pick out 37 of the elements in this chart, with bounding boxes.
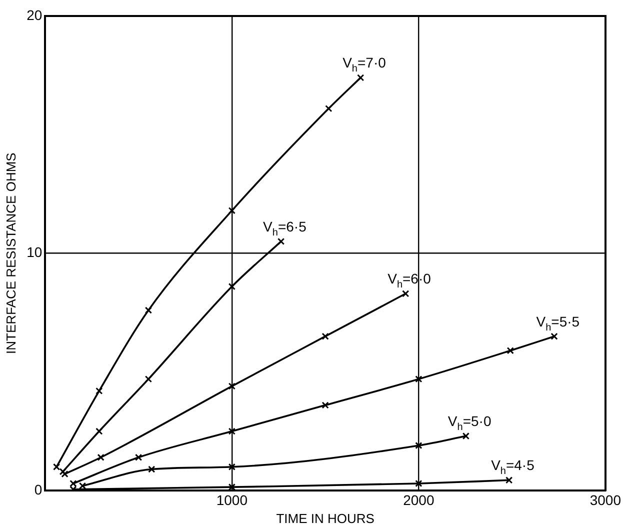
point <box>402 290 410 298</box>
point <box>228 428 236 435</box>
point <box>148 466 156 473</box>
point <box>325 104 332 112</box>
point <box>357 74 364 82</box>
point <box>97 454 104 461</box>
x-axis-title: TIME IN HOURS <box>276 510 375 526</box>
y-tick-label: 10 <box>26 244 42 260</box>
y-axis-title: INTERFACE RESISTANCE OHMS <box>3 152 18 354</box>
point <box>59 468 66 476</box>
point <box>134 454 142 461</box>
x-tick-label: 2000 <box>403 492 434 508</box>
point <box>228 463 236 470</box>
point <box>415 375 422 383</box>
point <box>96 428 103 435</box>
point <box>228 282 236 290</box>
point <box>322 402 329 409</box>
point <box>322 332 329 340</box>
x-tick-label: 1000 <box>216 492 248 508</box>
point <box>144 375 152 383</box>
point <box>228 207 236 214</box>
point <box>462 432 470 440</box>
point <box>415 442 422 450</box>
x-tick-label: 3000 <box>590 492 622 508</box>
point <box>52 463 60 470</box>
point <box>96 387 103 395</box>
point <box>505 476 513 484</box>
point <box>70 480 77 488</box>
point <box>228 382 236 390</box>
point <box>415 480 422 488</box>
point <box>277 238 285 246</box>
point <box>506 347 514 354</box>
y-tick-label: 0 <box>34 481 42 498</box>
y-tick-label: 20 <box>26 6 42 23</box>
point <box>144 306 152 314</box>
point <box>550 332 558 340</box>
point <box>78 482 86 490</box>
